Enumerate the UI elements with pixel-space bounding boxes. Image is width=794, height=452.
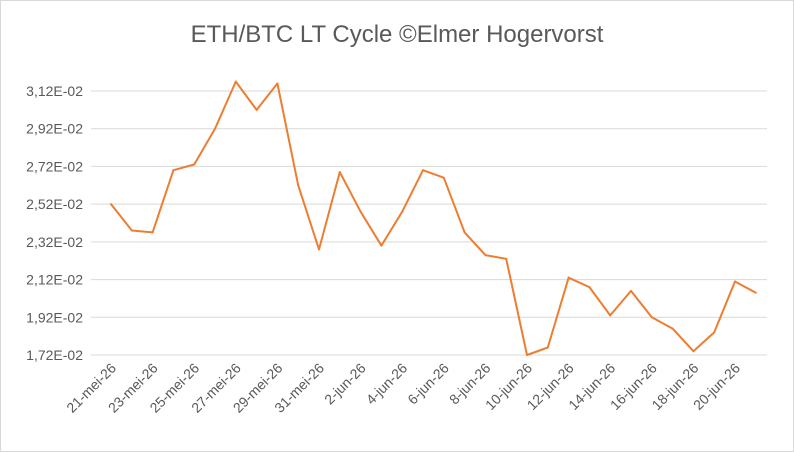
y-tick-label: 2,52E-02 (26, 196, 83, 212)
data-point (630, 289, 632, 292)
data-point (214, 127, 216, 130)
x-tick-label: 4-jun-26 (363, 360, 411, 408)
y-tick-label: 2,92E-02 (26, 121, 83, 137)
data-point (650, 316, 653, 319)
data-point (734, 280, 736, 283)
x-tick-label: 2-jun-26 (321, 360, 369, 408)
data-point (234, 80, 237, 83)
data-point (422, 169, 424, 172)
data-point (713, 331, 716, 334)
data-point (193, 163, 196, 166)
data-point (609, 314, 612, 317)
data-point (442, 176, 445, 179)
data-point (505, 257, 508, 260)
x-tick-label: 6-jun-26 (404, 360, 452, 408)
series-layer (110, 80, 757, 356)
data-point (276, 82, 279, 85)
data-point (692, 350, 695, 353)
data-point (671, 327, 674, 330)
data-point (338, 171, 341, 174)
x-axis-ticks: 21-mei-2623-mei-2625-mei-2627-mei-2629-m… (63, 360, 743, 416)
y-tick-label: 2,12E-02 (26, 272, 83, 288)
y-tick-label: 1,92E-02 (26, 309, 83, 325)
data-point (588, 286, 591, 289)
data-point (546, 346, 549, 349)
chart-title: ETH/BTC LT Cycle ©Elmer Hogervorst (190, 21, 604, 48)
data-point (297, 184, 300, 187)
y-tick-label: 2,32E-02 (26, 234, 83, 250)
data-point (526, 354, 528, 356)
y-tick-label: 3,12E-02 (26, 83, 83, 99)
data-point (754, 291, 757, 294)
y-tick-label: 2,72E-02 (26, 158, 83, 174)
data-point (110, 203, 112, 206)
gridlines (91, 90, 767, 356)
data-point (130, 229, 133, 232)
data-point (567, 276, 570, 279)
data-point (172, 169, 175, 172)
data-point (401, 210, 404, 213)
y-axis-ticks: 1,72E-02 1,92E-02 2,12E-02 2,32E-02 2,52E-02… (26, 83, 83, 363)
data-point (255, 108, 258, 111)
data-point (484, 254, 487, 257)
data-point (318, 248, 320, 251)
series-line (110, 80, 757, 356)
data-point (463, 231, 466, 234)
data-point (359, 210, 362, 213)
y-tick-label: 1,72E-02 (26, 347, 83, 363)
data-point (151, 231, 154, 234)
data-point (380, 244, 383, 247)
